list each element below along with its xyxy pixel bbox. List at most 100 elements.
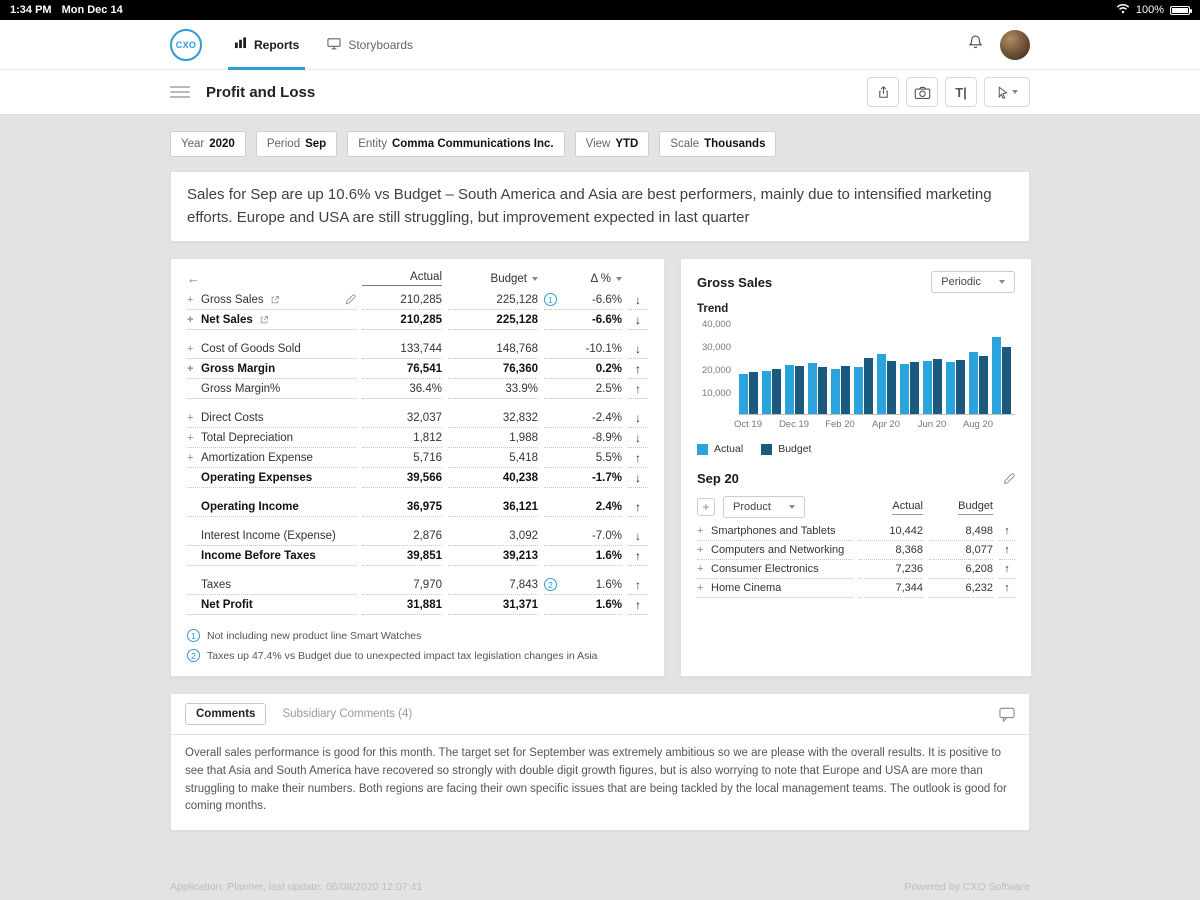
product-label[interactable]: + Home Cinema	[697, 579, 853, 598]
external-link-icon[interactable]	[259, 315, 269, 325]
row-label[interactable]: + Cost of Goods Sold	[187, 339, 356, 359]
row-label[interactable]: + Gross Sales	[187, 290, 356, 310]
delta-value: -1.7%	[544, 468, 622, 488]
text-annotation-button[interactable]: T|	[945, 77, 977, 107]
tab-subsidiary-comments[interactable]: Subsidiary Comments (4)	[282, 708, 413, 720]
expand-icon[interactable]: +	[187, 411, 194, 424]
pl-table-header: ← Actual Budget Δ %	[187, 271, 648, 286]
detail-column-actual[interactable]: Actual	[892, 500, 923, 515]
delta-value: -10.1%	[544, 339, 622, 359]
actual-value: 36,975	[362, 497, 442, 517]
bar-budget-9	[956, 360, 965, 414]
edit-icon[interactable]	[1003, 472, 1015, 485]
expand-icon[interactable]: +	[187, 293, 194, 306]
actual-value: 210,285	[362, 310, 442, 330]
summary-text: Sales for Sep are up 10.6% vs Budget – S…	[187, 186, 992, 226]
filter-chip-year[interactable]: Year 2020	[170, 131, 246, 157]
budget-value: 32,832	[448, 408, 538, 428]
status-time: 1:34 PM	[10, 4, 52, 16]
table-row: Operating Income 36,975 36,121 2.4% ↑	[187, 497, 648, 517]
expand-icon[interactable]: +	[187, 451, 194, 464]
expand-all-button[interactable]: +	[697, 498, 715, 516]
bar-group-10	[969, 352, 988, 414]
snapshot-camera-button[interactable]	[906, 77, 938, 107]
export-share-button[interactable]	[867, 77, 899, 107]
y-axis-label: 30,000	[701, 342, 731, 353]
filter-bar: Year 2020 Period Sep Entity Comma Communicati…	[170, 131, 1030, 157]
row-label-text: Taxes	[201, 578, 232, 591]
trend-chart: 40,000 30,000 20,000 10,000 Oct 19 Dec 19 Feb…	[697, 319, 1015, 433]
actual-value: 39,851	[362, 546, 442, 566]
legend-swatch	[761, 443, 773, 455]
product-label[interactable]: + Computers and Networking	[697, 541, 853, 560]
comment-bubble-icon[interactable]	[999, 707, 1015, 722]
chart-legend: Actual Budget	[697, 443, 1015, 455]
table-row: + Amortization Expense 5,716 5,418 5.5% ↑	[187, 448, 648, 468]
row-label: Income Before Taxes	[187, 546, 356, 566]
expand-icon[interactable]: +	[697, 525, 704, 537]
notifications-bell-icon[interactable]	[967, 33, 984, 56]
product-label[interactable]: + Consumer Electronics	[697, 560, 853, 579]
legend-item-budget[interactable]: Budget	[761, 443, 811, 455]
external-link-icon[interactable]	[270, 295, 280, 305]
delta-text: -7.0%	[591, 529, 622, 542]
product-name: Computers and Networking	[711, 544, 845, 556]
row-label[interactable]: + Gross Margin	[187, 359, 356, 379]
delta-text: 0.2%	[595, 362, 622, 375]
budget-value: 7,843	[448, 575, 538, 595]
y-axis-label: 10,000	[701, 388, 731, 399]
expand-icon[interactable]: +	[187, 431, 194, 444]
row-label[interactable]: + Direct Costs	[187, 408, 356, 428]
bar-group-4	[831, 366, 850, 414]
expand-icon[interactable]: +	[187, 313, 194, 326]
status-bar: 1:34 PM Mon Dec 14 100%	[0, 0, 1200, 20]
y-axis-label: 40,000	[701, 319, 731, 330]
filter-label: Year	[181, 138, 205, 150]
trend-arrow-icon: ↑	[628, 379, 648, 399]
row-label[interactable]: + Amortization Expense	[187, 448, 356, 468]
expand-icon[interactable]: +	[187, 342, 194, 355]
avatar[interactable]	[1000, 29, 1030, 60]
trend-arrow-icon: ↓	[628, 526, 648, 546]
product-budget: 6,208	[929, 560, 993, 579]
tab-reports[interactable]: Reports	[220, 20, 313, 70]
tab-comments[interactable]: Comments	[185, 703, 267, 725]
row-spacer	[187, 488, 648, 497]
detail-column-budget[interactable]: Budget	[958, 500, 993, 515]
row-label-text: Direct Costs	[201, 411, 264, 424]
edit-icon[interactable]	[345, 294, 356, 305]
expand-icon[interactable]: +	[187, 362, 194, 375]
product-dropdown[interactable]: Product	[723, 496, 805, 518]
column-header-budget[interactable]: Budget	[448, 273, 538, 285]
row-label-text: Net Profit	[201, 598, 253, 611]
row-label[interactable]: + Net Sales	[187, 310, 356, 330]
product-row: + Consumer Electronics 7,236 6,208 ↑	[697, 560, 1015, 579]
product-label[interactable]: + Smartphones and Tablets	[697, 522, 853, 541]
expand-icon[interactable]: +	[697, 582, 704, 594]
budget-value: 40,238	[448, 468, 538, 488]
bar-budget-0	[749, 372, 758, 414]
tab-storyboards[interactable]: Storyboards	[313, 20, 427, 70]
row-label: Interest Income (Expense)	[187, 526, 356, 546]
menu-icon[interactable]	[170, 86, 190, 98]
periodic-dropdown[interactable]: Periodic	[931, 271, 1015, 293]
column-header-actual[interactable]: Actual	[362, 271, 442, 286]
filter-chip-entity[interactable]: Entity Comma Communications Inc.	[347, 131, 565, 157]
chart-title: Gross Sales	[697, 274, 773, 290]
expand-icon[interactable]: +	[697, 563, 704, 575]
filter-chip-view[interactable]: View YTD	[574, 131, 650, 157]
column-header-delta[interactable]: Δ %	[544, 273, 622, 285]
row-label[interactable]: + Total Depreciation	[187, 428, 356, 448]
x-axis-label: Apr 20	[872, 419, 900, 430]
back-arrow-icon[interactable]: ←	[187, 271, 200, 286]
legend-item-actual[interactable]: Actual	[697, 443, 743, 455]
delta-text: -6.6%	[591, 313, 622, 326]
note-badge: 1	[544, 293, 557, 306]
expand-icon[interactable]: +	[697, 544, 704, 556]
filter-chip-period[interactable]: Period Sep	[255, 131, 338, 157]
trend-arrow-icon: ↑	[999, 579, 1015, 598]
pointer-tool-button[interactable]	[984, 77, 1030, 107]
row-label: Taxes	[187, 575, 356, 595]
table-row: + Total Depreciation 1,812 1,988 -8.9% ↓	[187, 428, 648, 448]
filter-chip-scale[interactable]: Scale Thousands	[659, 131, 777, 157]
